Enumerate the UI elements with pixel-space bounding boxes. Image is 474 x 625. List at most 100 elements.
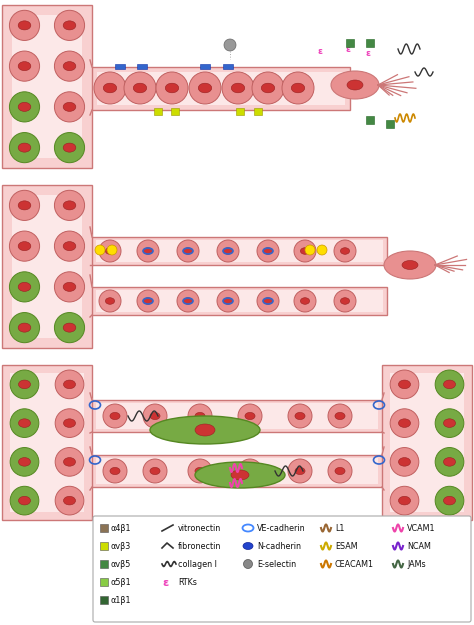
Circle shape bbox=[137, 290, 159, 312]
Ellipse shape bbox=[18, 201, 31, 210]
Circle shape bbox=[188, 459, 212, 483]
Circle shape bbox=[10, 448, 39, 476]
Circle shape bbox=[10, 370, 39, 399]
Ellipse shape bbox=[63, 323, 76, 332]
Bar bbox=[12, 195, 82, 338]
Ellipse shape bbox=[264, 248, 273, 254]
Bar bbox=[366, 116, 374, 124]
Ellipse shape bbox=[335, 412, 345, 419]
Ellipse shape bbox=[18, 62, 31, 71]
Circle shape bbox=[288, 459, 312, 483]
Circle shape bbox=[9, 132, 39, 162]
Bar bbox=[100, 524, 108, 532]
Ellipse shape bbox=[18, 323, 31, 332]
Ellipse shape bbox=[63, 282, 76, 291]
Ellipse shape bbox=[195, 468, 205, 474]
Ellipse shape bbox=[195, 412, 205, 419]
Circle shape bbox=[252, 72, 284, 104]
Ellipse shape bbox=[143, 298, 153, 304]
Circle shape bbox=[55, 190, 84, 221]
Bar bbox=[200, 64, 210, 69]
Bar bbox=[100, 596, 108, 604]
Circle shape bbox=[294, 290, 316, 312]
Circle shape bbox=[334, 240, 356, 262]
Polygon shape bbox=[382, 393, 384, 433]
Bar bbox=[386, 120, 394, 128]
Circle shape bbox=[9, 10, 39, 41]
Ellipse shape bbox=[110, 468, 120, 474]
Polygon shape bbox=[90, 447, 92, 490]
Ellipse shape bbox=[18, 242, 31, 251]
Ellipse shape bbox=[295, 412, 305, 419]
Ellipse shape bbox=[64, 380, 75, 389]
Circle shape bbox=[334, 290, 356, 312]
Ellipse shape bbox=[183, 298, 192, 304]
Text: VCAM1: VCAM1 bbox=[407, 524, 436, 533]
Bar bbox=[223, 64, 233, 69]
Ellipse shape bbox=[18, 21, 31, 30]
Text: fibronectin: fibronectin bbox=[178, 542, 221, 551]
Bar bbox=[92, 237, 387, 265]
Bar bbox=[100, 542, 108, 550]
Ellipse shape bbox=[103, 83, 117, 92]
Ellipse shape bbox=[261, 83, 275, 92]
Ellipse shape bbox=[292, 83, 305, 92]
Ellipse shape bbox=[195, 424, 215, 436]
Circle shape bbox=[99, 240, 121, 262]
Text: αvβ5: αvβ5 bbox=[111, 560, 131, 569]
Circle shape bbox=[435, 370, 464, 399]
Circle shape bbox=[143, 459, 167, 483]
Ellipse shape bbox=[335, 468, 345, 474]
Bar bbox=[390, 373, 464, 512]
Ellipse shape bbox=[198, 83, 212, 92]
Circle shape bbox=[222, 72, 254, 104]
Bar bbox=[2, 5, 92, 168]
Bar bbox=[92, 400, 382, 432]
Ellipse shape bbox=[264, 298, 273, 304]
Ellipse shape bbox=[150, 412, 160, 419]
Bar bbox=[96, 290, 383, 312]
Text: ε: ε bbox=[365, 49, 371, 58]
Text: ε: ε bbox=[318, 48, 322, 56]
Circle shape bbox=[238, 459, 262, 483]
Circle shape bbox=[10, 486, 39, 515]
Ellipse shape bbox=[444, 419, 456, 428]
Bar bbox=[2, 365, 92, 520]
Ellipse shape bbox=[402, 261, 418, 269]
Polygon shape bbox=[90, 227, 92, 265]
Ellipse shape bbox=[243, 542, 253, 549]
Text: ESAM: ESAM bbox=[335, 542, 357, 551]
Circle shape bbox=[224, 39, 236, 51]
Ellipse shape bbox=[18, 496, 30, 505]
Circle shape bbox=[294, 240, 316, 262]
Ellipse shape bbox=[105, 248, 115, 254]
Circle shape bbox=[95, 245, 105, 255]
Circle shape bbox=[244, 559, 253, 569]
Circle shape bbox=[55, 51, 84, 81]
Text: JAMs: JAMs bbox=[407, 560, 426, 569]
Circle shape bbox=[103, 459, 127, 483]
Ellipse shape bbox=[63, 143, 76, 152]
Ellipse shape bbox=[64, 419, 75, 428]
Circle shape bbox=[94, 72, 126, 104]
Circle shape bbox=[257, 240, 279, 262]
Ellipse shape bbox=[384, 251, 436, 279]
Ellipse shape bbox=[63, 21, 76, 30]
Ellipse shape bbox=[301, 298, 310, 304]
Ellipse shape bbox=[143, 248, 153, 254]
Ellipse shape bbox=[110, 412, 120, 419]
Bar bbox=[92, 287, 387, 315]
Text: α5β1: α5β1 bbox=[111, 578, 132, 587]
Text: vitronectin: vitronectin bbox=[178, 524, 221, 533]
Circle shape bbox=[9, 51, 39, 81]
Ellipse shape bbox=[444, 458, 456, 466]
Ellipse shape bbox=[63, 201, 76, 210]
Circle shape bbox=[10, 409, 39, 437]
Ellipse shape bbox=[245, 468, 255, 474]
Bar bbox=[154, 108, 162, 115]
Circle shape bbox=[189, 72, 221, 104]
Bar bbox=[115, 64, 125, 69]
Bar bbox=[92, 67, 350, 110]
Circle shape bbox=[9, 312, 39, 342]
Bar bbox=[137, 64, 147, 69]
